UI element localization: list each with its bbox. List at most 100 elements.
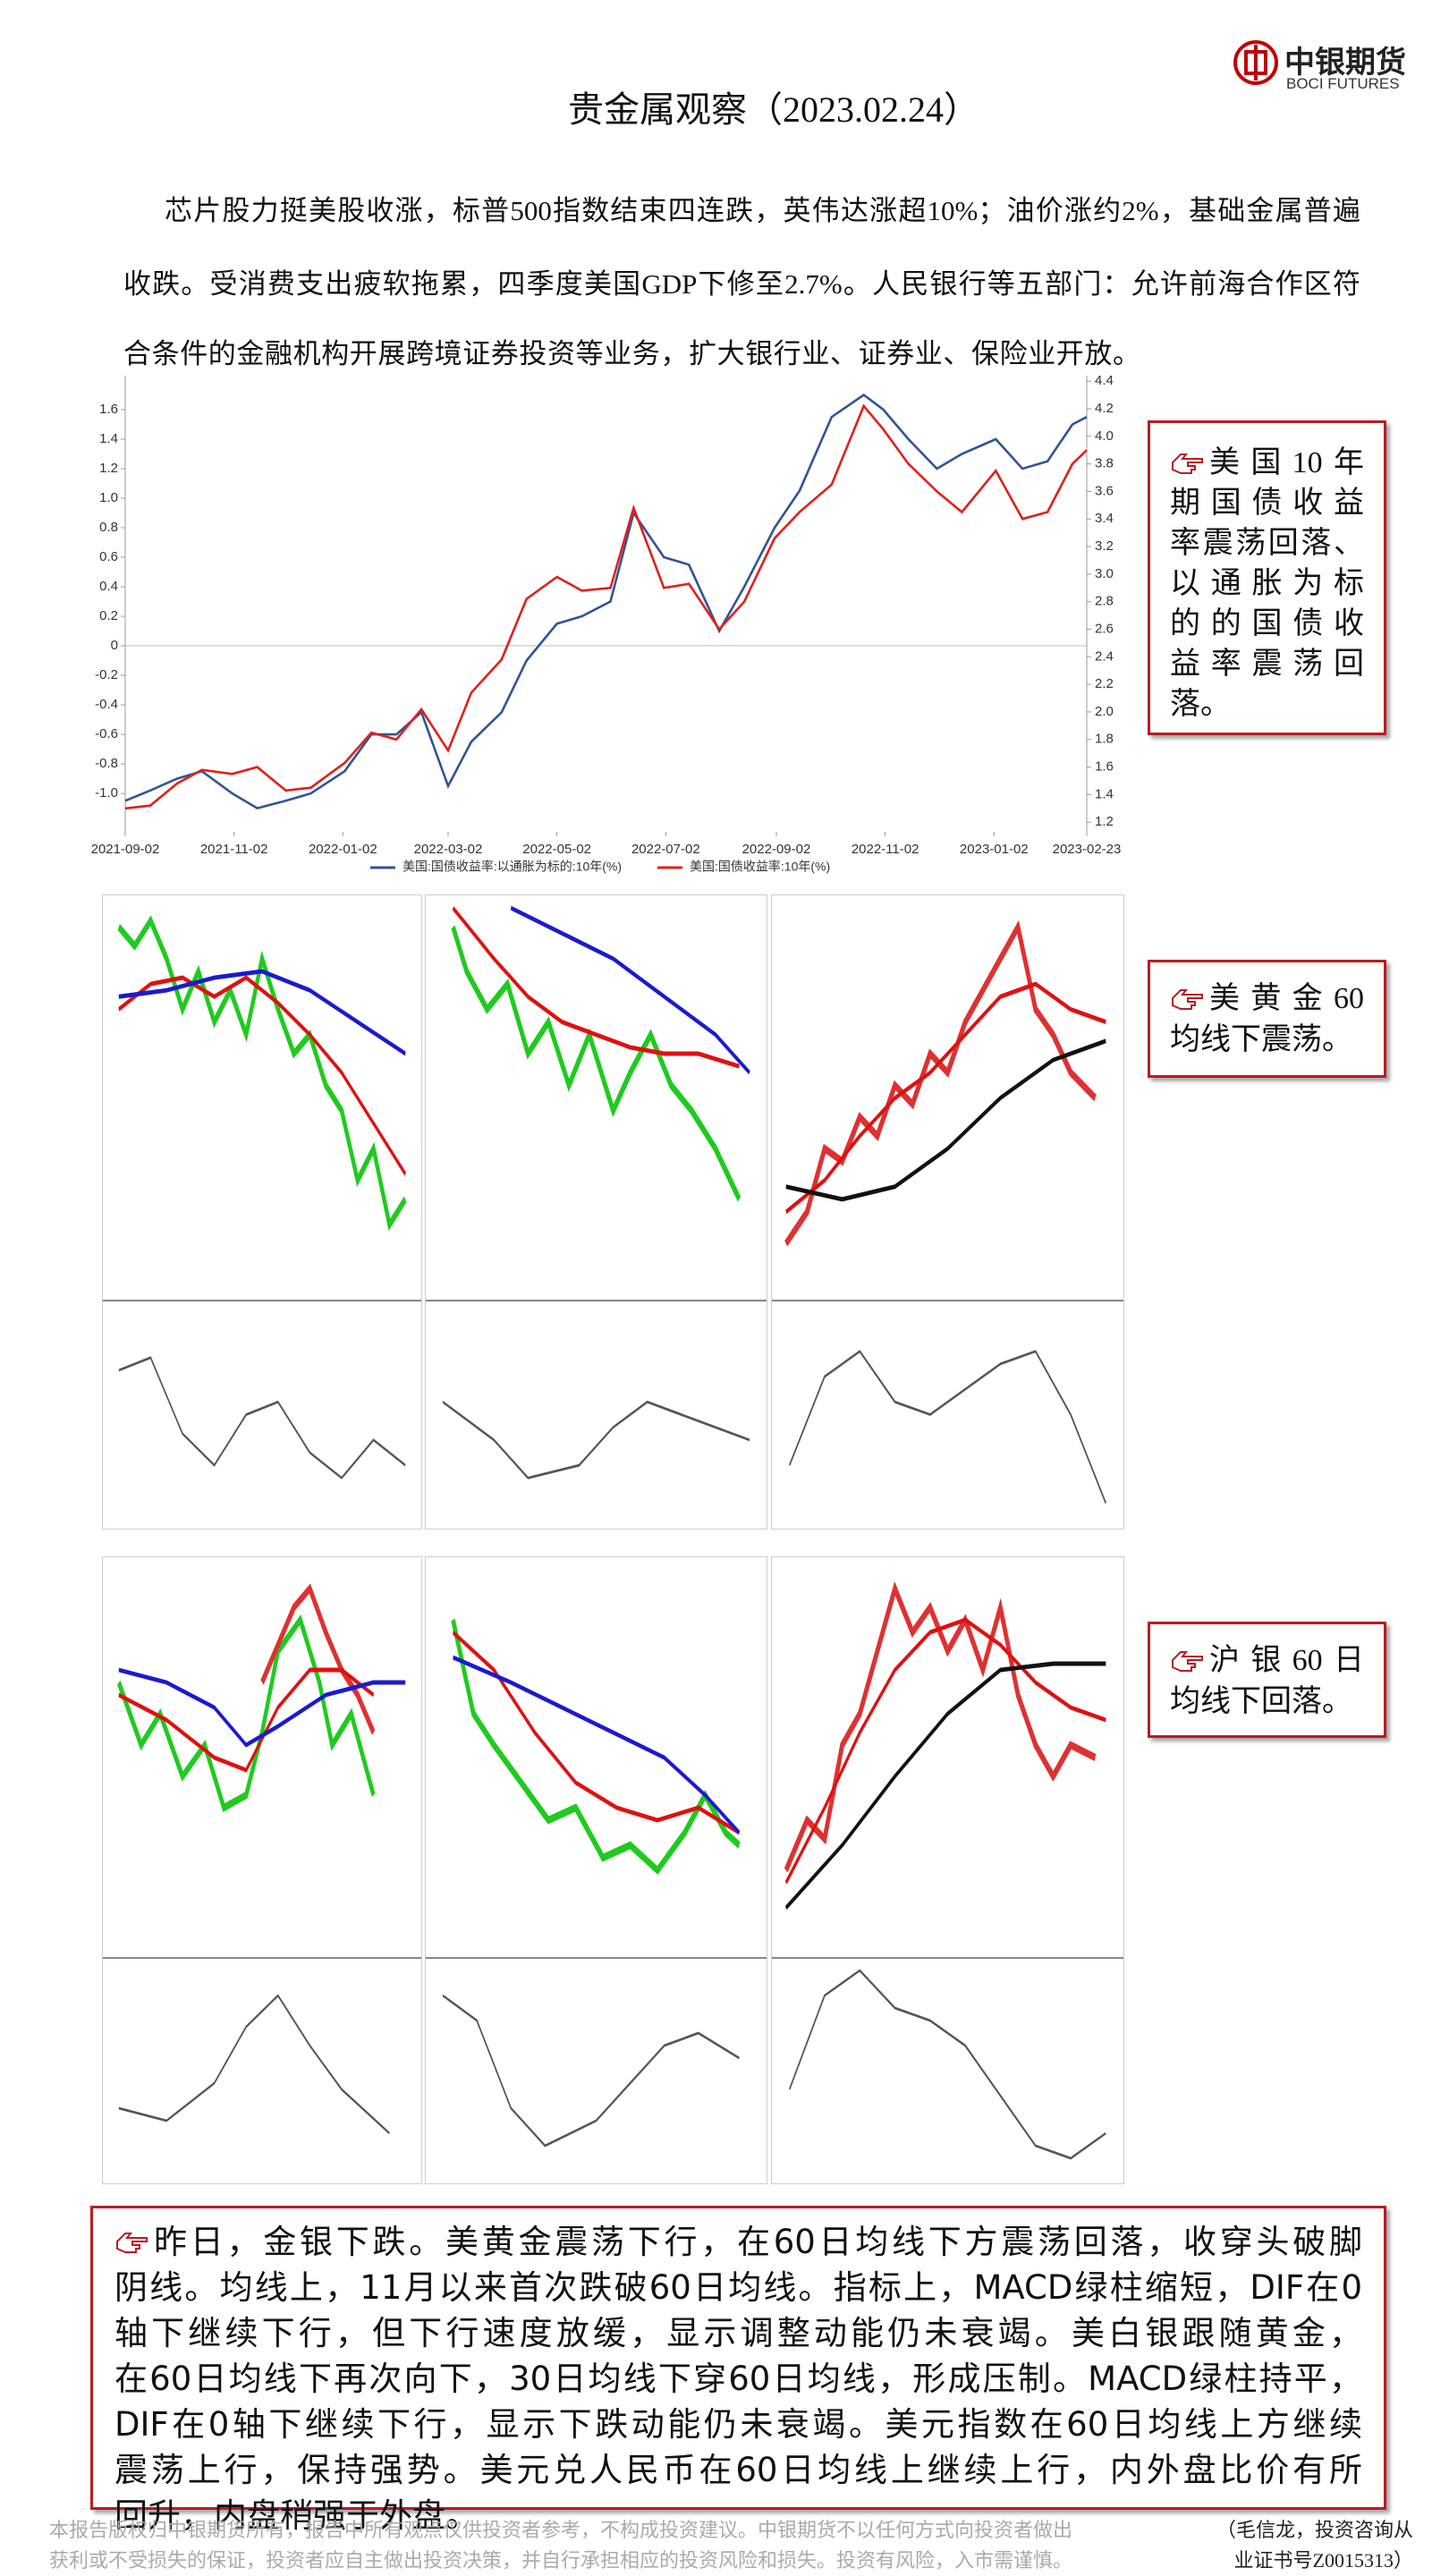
y-tick-label: 1.6: [99, 402, 118, 417]
text-line-content: 震荡上行，保持强势。美元兑人民币在60日均线上继续上行，内外盘比价有所: [114, 2451, 1362, 2489]
author-line: （毛信龙，投资咨询从: [1216, 2519, 1413, 2541]
text-line-content: 美国10年: [1209, 446, 1364, 479]
kline-drawing: [103, 915, 421, 1479]
y2-tick-label: 3.2: [1095, 538, 1114, 554]
text-line-content: 轴下继续下行，但下行速度放缓，显示调整动能仍未衰竭。美白银跟随黄金，: [114, 2314, 1362, 2352]
text-line-content: 美黄金60: [1209, 982, 1364, 1015]
text-line: 均线下回落。: [1170, 1682, 1364, 1723]
x-tick-label: 2022-11-02: [852, 842, 919, 857]
intro-line: 收跌。受消费支出疲软拖累，四季度美国GDP下修至2.7%。人民银行等五部门：允许…: [123, 268, 1360, 300]
text-line-content: 沪银60日: [1209, 1644, 1364, 1677]
x-tick-label: 2022-03-02: [414, 842, 483, 857]
text-line: 在60日均线下再次向下，30日均线下穿60日均线，形成压制。MACD绿柱持平，: [114, 2356, 1362, 2402]
y-tick-label: 0.2: [99, 608, 118, 623]
text-line: 震荡上行，保持强势。美元兑人民币在60日均线上继续上行，内外盘比价有所: [114, 2447, 1362, 2493]
series-line: [124, 393, 1088, 809]
text-line-content: DIF在0轴下继续下行，显示下跌动能仍未衰竭。美元指数在60日均线上方继续: [114, 2405, 1362, 2444]
intro-line: 芯片股力挺美股收涨，标普500指数结束四连跌，英伟达涨超10%；油价涨约2%，基…: [165, 195, 1360, 226]
y-tick-label: 0.6: [99, 549, 118, 564]
kline-panel: [771, 1556, 1124, 2184]
text-line-content: 以通胀为标: [1170, 567, 1364, 600]
author: （毛信龙，投资咨询从 业证书号Z0015313）: [1199, 2515, 1413, 2576]
author-line: 业证书号Z0015313）: [1233, 2549, 1413, 2572]
callout-box: 美国10年期国债收益率震荡回落、 以通胀为标的的国债收益率震荡回落。: [1148, 420, 1386, 735]
series-line: [124, 403, 1088, 810]
kline-drawing: [772, 919, 1123, 1504]
text-line: 的的国债收: [1170, 604, 1364, 644]
x-tick-label: 2023-01-02: [960, 842, 1029, 857]
legend-label: 美国:国债收益率:以通胀为标的:10年(%): [402, 860, 622, 874]
text-line: 美黄金60: [1170, 979, 1364, 1020]
line-chart: -1.0 -0.8 -0.6 -0.4 -0.2 0 0.2 0.4 0.6 0.8 1.0 1.2 1…: [91, 373, 1122, 874]
text-line-content: 益率震荡回: [1170, 648, 1364, 681]
y2-tick-label: 4.0: [1095, 428, 1114, 444]
text-line-content: 均线下震荡。: [1170, 1023, 1352, 1056]
callout-box: 沪银60日均线下回落。: [1148, 1622, 1386, 1738]
text-line: 美国10年: [1170, 443, 1364, 483]
text-line: 沪银60日: [1170, 1640, 1364, 1682]
text-line: 回升，内盘稍强于外盘。: [114, 2493, 1362, 2538]
y2-tick-label: 3.0: [1095, 566, 1114, 581]
text-line-content: 落。: [1170, 688, 1231, 721]
y2-tick-label: 1.4: [1095, 786, 1114, 801]
y-tick-label: 1.0: [99, 490, 118, 505]
pointer-icon: [116, 2232, 148, 2253]
text-line: 均线下震荡。: [1170, 1020, 1364, 1061]
callout-box: 美黄金60 均线下震荡。: [1148, 960, 1386, 1078]
text-line: DIF在0轴下继续下行，显示下跌动能仍未衰竭。美元指数在60日均线上方继续: [114, 2402, 1362, 2447]
summary-box: 昨日，金银下跌。美黄金震荡下行，在60日均线下方震荡回落，收穿头破脚 阴线。均线上…: [90, 2206, 1386, 2535]
text-line-content: 在60日均线下再次向下，30日均线下穿60日均线，形成压制。MACD绿柱持平，: [114, 2360, 1362, 2398]
x-tick-label: 2023-02-23: [1053, 842, 1122, 857]
y-tick-label: 0.4: [99, 579, 118, 594]
y-tick-label: 0: [111, 638, 118, 653]
y-tick-label: -1.0: [95, 785, 118, 801]
text-line: 益率震荡回: [1170, 644, 1364, 684]
x-tick-label: 2022-09-02: [742, 842, 811, 857]
logo-icon: [1233, 40, 1278, 85]
kline-drawing: [103, 1583, 421, 2135]
text-line: 落。: [1170, 684, 1364, 724]
y2-tick-label: 3.6: [1095, 483, 1114, 498]
callout-text: 美国10年期国债收益率震荡回落、 以通胀为标的的国债收益率震荡回落。: [1170, 443, 1364, 724]
kline-panel: [425, 1556, 767, 2184]
y2-tick-label: 2.8: [1095, 594, 1114, 609]
y-tick-label: 1.4: [99, 431, 118, 446]
text-line-content: 期国债收益: [1170, 487, 1364, 520]
callout-text: 美黄金60 均线下震荡。: [1170, 979, 1364, 1061]
x-tick-label: 2022-05-02: [522, 842, 591, 857]
y2-tick-label: 1.6: [1095, 759, 1114, 775]
disclaimer-line: 本报告版权归中银期货所有，报告中所有观点仅供投资者参考，不构成投资建议。中银期货…: [49, 2519, 1073, 2541]
text-line: 期国债收益: [1170, 483, 1364, 523]
y2-tick-label: 4.4: [1095, 373, 1114, 388]
x-tick-label: 2022-07-02: [631, 842, 700, 857]
y2-tick-label: 1.8: [1095, 732, 1114, 747]
text-line-content: 率震荡回落、: [1170, 527, 1364, 560]
pointer-icon: [1172, 453, 1203, 474]
text-line: 轴下继续下行，但下行速度放缓，显示调整动能仍未衰竭。美白银跟随黄金，: [114, 2310, 1362, 2356]
y-tick-label: -0.2: [95, 667, 118, 682]
callout-text: 沪银60日均线下回落。: [1170, 1640, 1364, 1723]
kline-panel: [102, 1556, 422, 2184]
y-tick-label: -0.8: [95, 756, 118, 771]
y-tick-label: -0.4: [95, 697, 118, 712]
text-line: 阴线。均线上，11月以来首次跌破60日均线。指标上，MACD绿柱缩短，DIF在0: [114, 2265, 1362, 2310]
y-tick-label: 0.8: [99, 520, 118, 535]
x-tick-label: 2022-01-02: [309, 842, 377, 857]
text-line-content: 均线下回落。: [1170, 1685, 1352, 1718]
kline-panel: [102, 894, 422, 1530]
kline-drawing: [426, 1618, 767, 2148]
legend-label: 美国:国债收益率:10年(%): [690, 860, 830, 874]
y2-tick-label: 3.8: [1095, 456, 1114, 471]
text-line-content: 回升，内盘稍强于外盘。: [114, 2496, 479, 2535]
y2-tick-label: 4.2: [1095, 401, 1114, 416]
x-tick-label: 2021-09-02: [91, 842, 160, 857]
x-tick-label: 2021-11-02: [200, 842, 268, 857]
text-line-content: 的的国债收: [1170, 607, 1364, 640]
pointer-icon: [1172, 989, 1203, 1010]
y-tick-label: 1.2: [99, 461, 118, 476]
y-tick-label: -0.6: [95, 726, 118, 741]
summary-text: 昨日，金银下跌。美黄金震荡下行，在60日均线下方震荡回落，收穿头破脚 阴线。均线上…: [114, 2219, 1362, 2538]
kline-drawing: [426, 905, 767, 1479]
y2-tick-label: 2.0: [1095, 704, 1114, 719]
